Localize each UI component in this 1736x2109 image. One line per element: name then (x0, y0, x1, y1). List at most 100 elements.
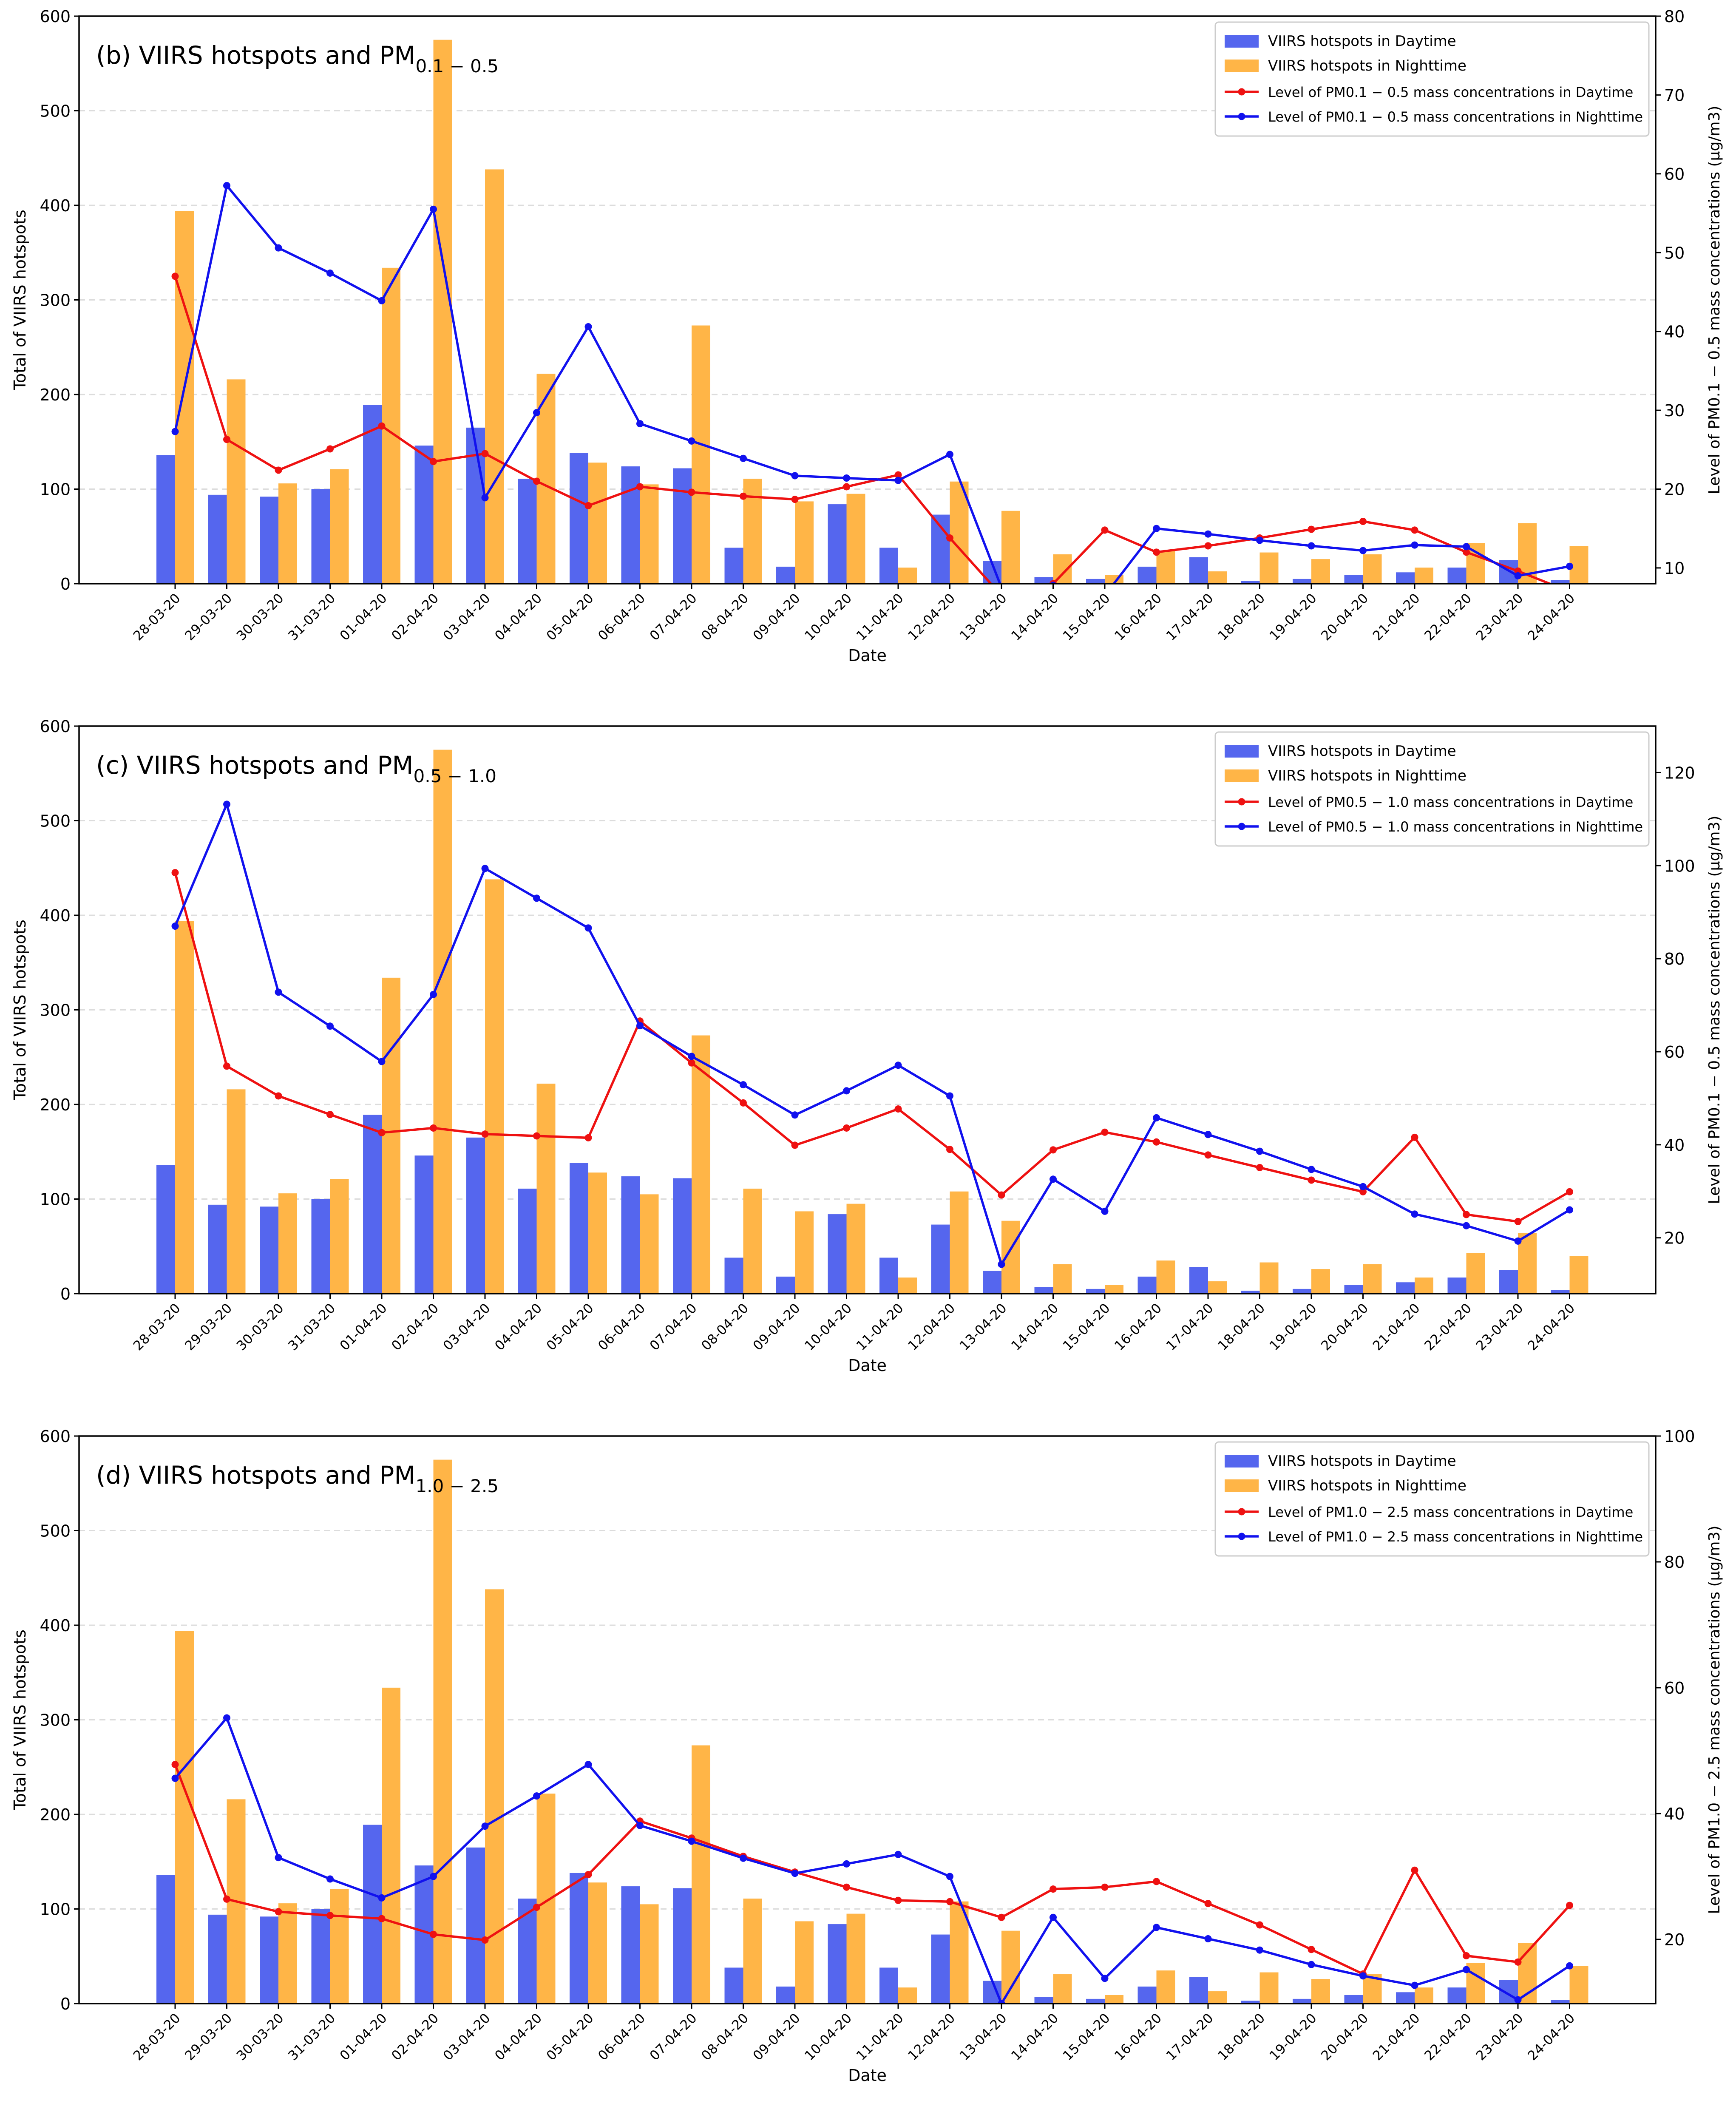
point-nighttime (688, 1053, 695, 1060)
bar-nighttime (1156, 1260, 1175, 1294)
bar-daytime (311, 1909, 330, 2004)
x-tick-label: 06-04-20 (595, 1300, 648, 1354)
bar-daytime (828, 1924, 847, 2004)
x-tick-label: 12-04-20 (905, 590, 958, 644)
line-nighttime (174, 1715, 1571, 2004)
point-daytime (843, 483, 850, 491)
point-nighttime (1101, 1207, 1109, 1215)
point-daytime (998, 1191, 1005, 1199)
y2-tick-label: 100 (1664, 857, 1695, 875)
legend-marker-daytime (1238, 798, 1245, 806)
bar-daytime (1034, 1287, 1053, 1294)
point-nighttime (1256, 536, 1263, 544)
bar-daytime (311, 489, 330, 584)
x-tick-label: 13-04-20 (957, 1300, 1010, 1354)
bar-nighttime (743, 1899, 762, 2004)
chart-panel-1: 0 100 200 300 400 500 600 10 20 30 40 50 60 70 80 28-03… (11, 7, 1723, 665)
chart-title-main: (c) VIIRS hotspots and PM (96, 751, 414, 780)
x-tick-label: 23-04-20 (1473, 590, 1526, 644)
bar-daytime (570, 1873, 588, 2004)
x-tick-label: 30-03-20 (234, 1300, 287, 1354)
legend-box (1214, 1441, 1650, 1557)
point-nighttime (1359, 1972, 1367, 1980)
bar-nighttime (485, 169, 504, 584)
point-nighttime (275, 244, 282, 252)
point-daytime (1256, 1921, 1263, 1929)
bar-daytime (1241, 1291, 1260, 1294)
y-tick-label: 400 (40, 1616, 71, 1635)
point-daytime (894, 1105, 902, 1113)
point-nighttime (894, 1851, 902, 1858)
point-nighttime (1514, 1237, 1522, 1245)
y2-tick-label: 100 (1664, 1427, 1695, 1446)
point-daytime (584, 1134, 592, 1141)
y2-tick-label: 20 (1664, 1930, 1685, 1949)
bar-nighttime (1208, 571, 1227, 584)
x-tick-label: 07-04-20 (647, 1300, 700, 1354)
legend-label-daytime-line: Level of PM1.0 − 2.5 mass concentrations… (1268, 1504, 1633, 1520)
legend-swatch-nighttime-bar (1225, 60, 1259, 72)
x-tick-label: 12-04-20 (905, 1300, 958, 1354)
point-nighttime (1050, 1913, 1057, 1921)
x-axis-label: Date (848, 646, 887, 665)
point-nighttime (998, 1260, 1005, 1268)
bar-nighttime (1569, 1256, 1588, 1294)
x-tick-label: 09-04-20 (750, 590, 803, 644)
chart-title: (b) VIIRS hotspots and PM0.1 − 0.5 (96, 41, 499, 77)
bar-nighttime (433, 749, 452, 1294)
point-nighttime (326, 1022, 334, 1030)
bar-nighttime (175, 1631, 194, 2004)
point-nighttime (1256, 1147, 1263, 1155)
legend-marker-daytime (1238, 88, 1245, 96)
bar-nighttime (692, 1745, 710, 2004)
point-nighttime (584, 924, 592, 932)
x-tick-label: 05-04-20 (544, 590, 597, 644)
chart-title-subscript: 0.5 − 1.0 (414, 766, 496, 786)
x-tick-label: 30-03-20 (234, 590, 287, 644)
y2-tick-label: 120 (1664, 764, 1695, 782)
point-daytime (1256, 1164, 1263, 1171)
point-nighttime (1153, 1114, 1160, 1121)
x-tick-label: 06-04-20 (595, 2010, 648, 2064)
x-tick-label: 15-04-20 (1060, 590, 1113, 644)
y-tick-label: 400 (40, 906, 71, 925)
point-daytime (430, 1124, 437, 1132)
bar-nighttime (330, 1889, 349, 2004)
legend-label-nighttime-bar: VIIRS hotspots in Nighttime (1268, 767, 1467, 784)
x-tick-label: 30-03-20 (234, 2010, 287, 2064)
legend-label-nighttime-line: Level of PM0.5 − 1.0 mass concentrations… (1268, 819, 1643, 835)
point-daytime (378, 422, 386, 430)
point-daytime (223, 436, 230, 443)
point-nighttime (688, 437, 695, 445)
legend-swatch-daytime-bar (1225, 1455, 1259, 1468)
y-tick-label: 500 (40, 812, 71, 831)
bar-daytime (673, 1888, 692, 2004)
bar-nighttime (1001, 1930, 1020, 2004)
bar-nighttime (898, 1277, 917, 1294)
point-daytime (1050, 1146, 1057, 1154)
legend-label-daytime-bar: VIIRS hotspots in Daytime (1268, 33, 1456, 50)
point-nighttime (326, 1875, 334, 1883)
point-nighttime (1514, 572, 1522, 579)
bar-nighttime (795, 1921, 814, 2004)
point-daytime (998, 1913, 1005, 1921)
point-daytime (1514, 1218, 1522, 1225)
bar-nighttime (175, 921, 194, 1294)
x-tick-label: 04-04-20 (492, 590, 545, 644)
x-tick-label: 13-04-20 (957, 590, 1010, 644)
bar-nighttime (382, 977, 400, 1294)
point-nighttime (1463, 1222, 1470, 1229)
point-daytime (171, 869, 179, 877)
x-tick-label: 24-04-20 (1525, 2010, 1578, 2064)
bar-daytime (1447, 1987, 1467, 2004)
y-tick-label: 500 (40, 1522, 71, 1541)
x-tick-label: 14-04-20 (1008, 1300, 1061, 1354)
bar-daytime (414, 446, 434, 584)
bar-nighttime (1518, 1233, 1537, 1294)
bar-daytime (260, 1916, 278, 2004)
x-tick-label: 10-04-20 (802, 1300, 855, 1354)
point-nighttime (275, 988, 282, 996)
point-daytime (843, 1883, 850, 1891)
bar-nighttime (1259, 1972, 1279, 2004)
point-daytime (740, 492, 747, 500)
